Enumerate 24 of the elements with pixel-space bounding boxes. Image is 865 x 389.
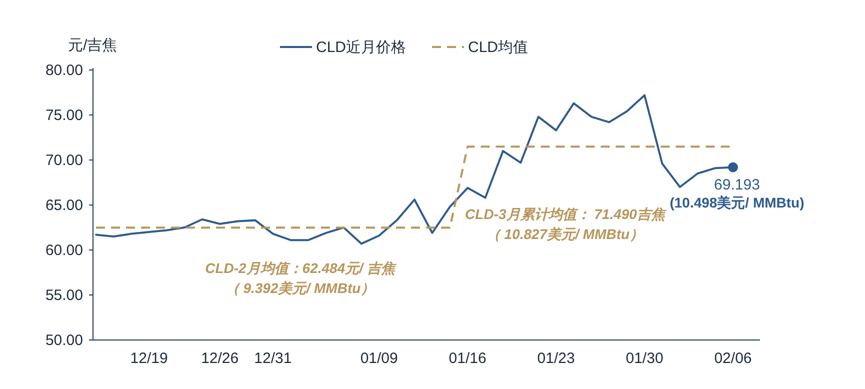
y-tick-label: 60.00: [45, 242, 83, 259]
annotation: (10.498美元/ MMBtu): [670, 194, 804, 210]
x-tick-label: 02/06: [714, 350, 752, 367]
y-tick-label: 80.00: [45, 62, 83, 79]
x-tick-label: 01/16: [448, 350, 486, 367]
legend-label: CLD近月价格: [316, 39, 406, 56]
y-tick-label: 75.00: [45, 107, 83, 124]
annotation: CLD-3月累计均值： 71.490吉焦: [465, 206, 667, 222]
data-label: 69.193: [714, 176, 760, 194]
x-tick-label: 01/09: [360, 350, 398, 367]
y-axis-title: 元/吉焦: [68, 37, 118, 54]
y-tick-label: 55.00: [45, 287, 83, 304]
annotation: （ 9.392美元/ MMBtu）: [225, 280, 375, 296]
x-tick-label: 01/23: [537, 350, 575, 367]
y-tick-label: 70.00: [45, 152, 83, 169]
annotation: CLD-2月均值：62.484元/ 吉焦: [205, 260, 397, 276]
x-tick-label: 01/30: [626, 350, 664, 367]
legend-label: CLD均值: [468, 39, 528, 56]
y-tick-label: 65.00: [45, 197, 83, 214]
x-tick-label: 12/31: [254, 350, 292, 367]
x-tick-label: 12/19: [130, 350, 168, 367]
y-tick-label: 50.00: [45, 332, 83, 349]
x-tick-label: 12/26: [201, 350, 239, 367]
annotation: （ 10.827美元/ MMBtu）: [486, 226, 644, 242]
